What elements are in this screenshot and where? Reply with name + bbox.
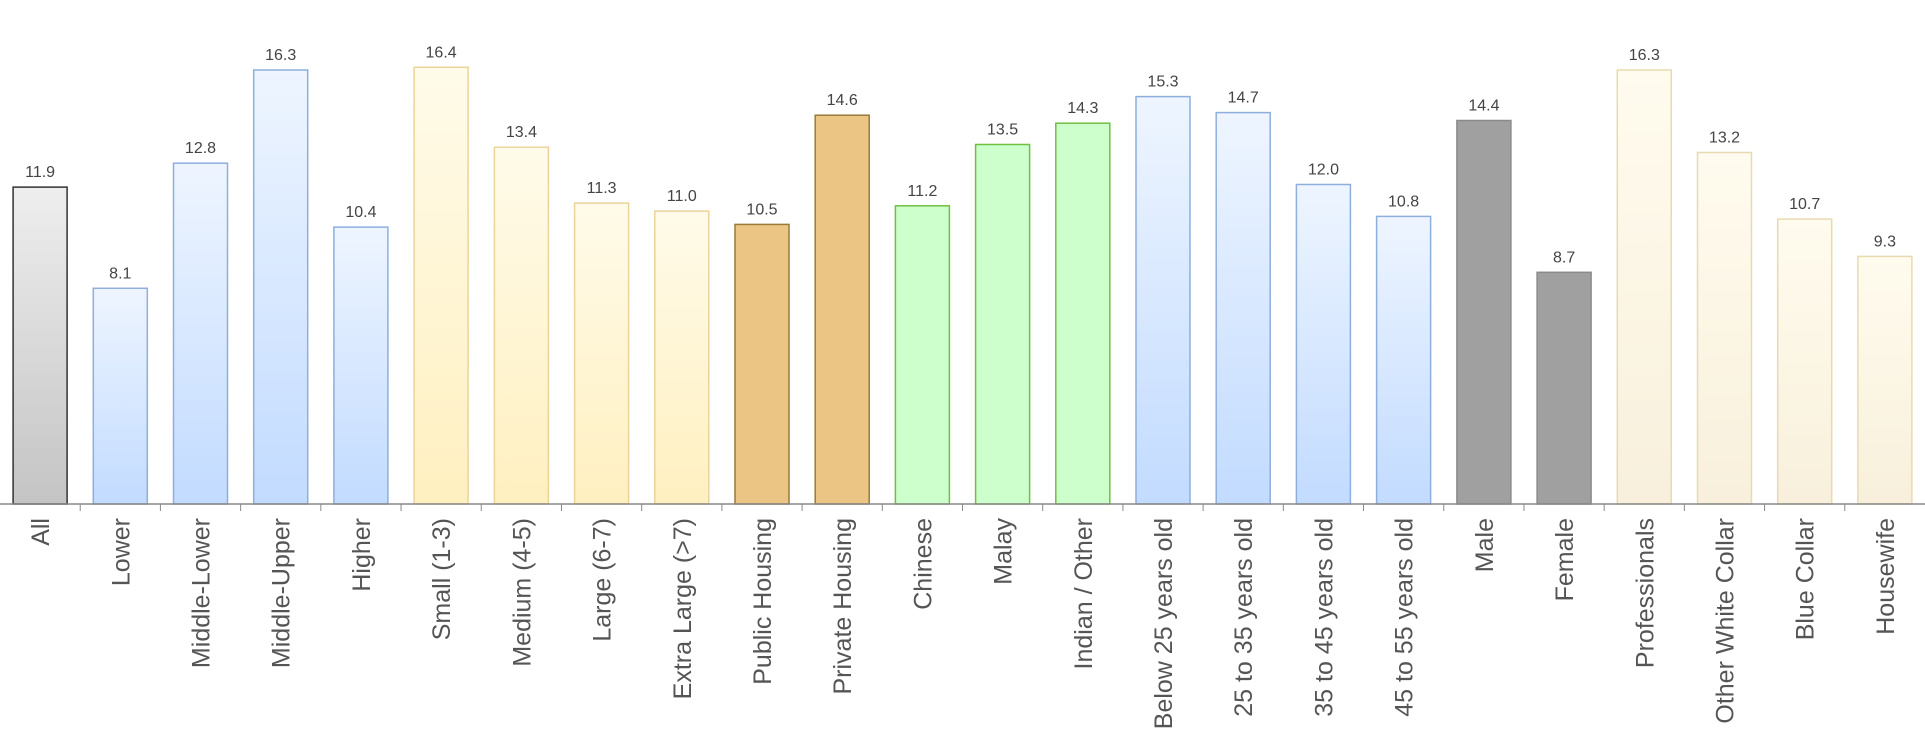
category-labels-group: All Lower Middle-Lower Middle-Upper Higher Sm… bbox=[27, 518, 1900, 730]
category-label: Large (6-7) bbox=[589, 518, 617, 642]
category-label: Private Housing bbox=[829, 518, 857, 694]
bar-value-label: 8.7 bbox=[1553, 249, 1575, 266]
bar-private-housing bbox=[814, 114, 870, 505]
bar-value-label: 13.5 bbox=[987, 122, 1018, 139]
category-label: Professionals bbox=[1631, 518, 1659, 668]
bars-group bbox=[12, 66, 1913, 505]
bar-blue-collar bbox=[1776, 218, 1833, 505]
bar-medium-4-5 bbox=[493, 146, 550, 505]
bar-value-label: 11.0 bbox=[667, 188, 697, 205]
bar-public-housing bbox=[734, 223, 790, 505]
category-label: Male bbox=[1471, 518, 1499, 572]
bar-lower bbox=[92, 287, 149, 505]
bar-higher bbox=[333, 226, 389, 505]
category-label: Indian / Other bbox=[1070, 518, 1098, 669]
category-label: Chinese bbox=[909, 518, 937, 610]
category-label: Blue Collar bbox=[1792, 518, 1820, 640]
bar-25-to-35-years-old bbox=[1215, 111, 1271, 505]
bar-value-label: 14.7 bbox=[1228, 90, 1259, 107]
category-label: Below 25 years old bbox=[1150, 518, 1178, 729]
bar-value-label: 10.8 bbox=[1388, 193, 1419, 210]
bar-all bbox=[12, 186, 68, 505]
bar-value-label: 14.4 bbox=[1468, 98, 1499, 115]
bar-malay bbox=[974, 143, 1031, 505]
bar-housewife bbox=[1857, 255, 1913, 505]
bar-professionals bbox=[1616, 69, 1673, 505]
x-axis bbox=[0, 503, 1925, 511]
bar-value-label: 8.1 bbox=[109, 265, 131, 282]
bar-value-label: 11.3 bbox=[587, 180, 617, 197]
category-label: All bbox=[27, 518, 55, 546]
bar-below-25-years-old bbox=[1135, 95, 1191, 505]
category-label: Other White Collar bbox=[1712, 518, 1740, 724]
value-labels-group: 11.9 8.1 12.8 16.3 10.4 16.4 13.4 11.3 11.0 10.5 1… bbox=[25, 44, 1896, 282]
category-label: Female bbox=[1551, 518, 1579, 601]
category-label: Middle-Upper bbox=[268, 518, 296, 668]
category-label: Higher bbox=[348, 518, 376, 592]
bar-value-label: 11.9 bbox=[25, 164, 55, 181]
category-label: 25 to 35 years old bbox=[1230, 518, 1258, 717]
bar-value-label: 10.5 bbox=[746, 201, 777, 218]
bar-indian-other bbox=[1055, 122, 1111, 505]
category-label: Extra Large (>7) bbox=[669, 518, 697, 699]
bar-45-to-55-years-old bbox=[1375, 215, 1432, 505]
bar-value-label: 16.3 bbox=[265, 47, 296, 64]
bar-value-label: 10.7 bbox=[1789, 196, 1820, 213]
bar-chinese bbox=[894, 205, 951, 505]
category-label: Malay bbox=[990, 518, 1018, 585]
bar-35-to-45-years-old bbox=[1295, 183, 1352, 505]
category-label: Small (1-3) bbox=[428, 518, 456, 640]
bar-value-label: 15.3 bbox=[1147, 74, 1178, 91]
bar-value-label: 12.0 bbox=[1308, 162, 1339, 179]
bar-large-6-7 bbox=[573, 202, 630, 505]
bar-extra-large-7 bbox=[654, 210, 710, 505]
bar-value-label: 13.4 bbox=[506, 124, 537, 141]
bar-small-1-3 bbox=[413, 66, 469, 505]
bar-value-label: 16.3 bbox=[1629, 47, 1660, 64]
category-label: Middle-Lower bbox=[188, 518, 216, 668]
bar-value-label: 12.8 bbox=[185, 140, 216, 157]
bar-value-label: 14.3 bbox=[1067, 100, 1098, 117]
category-label: Public Housing bbox=[749, 518, 777, 685]
category-label: Lower bbox=[107, 518, 135, 586]
bar-other-white-collar bbox=[1696, 151, 1753, 505]
bar-middle-upper bbox=[252, 69, 309, 505]
bar-male bbox=[1456, 119, 1512, 505]
category-label: Housewife bbox=[1872, 518, 1900, 635]
bar-value-label: 10.4 bbox=[345, 204, 376, 221]
bar-value-label: 16.4 bbox=[426, 44, 457, 61]
bar-middle-lower bbox=[172, 162, 229, 505]
bar-value-label: 14.6 bbox=[827, 92, 858, 109]
category-label: 45 to 55 years old bbox=[1391, 518, 1419, 717]
bar-female bbox=[1536, 271, 1592, 505]
category-label: Medium (4-5) bbox=[508, 518, 536, 667]
bar-value-label: 11.2 bbox=[907, 183, 937, 200]
bar-value-label: 9.3 bbox=[1874, 233, 1896, 250]
bar-value-label: 13.2 bbox=[1709, 130, 1740, 147]
category-label: 35 to 45 years old bbox=[1310, 518, 1338, 717]
